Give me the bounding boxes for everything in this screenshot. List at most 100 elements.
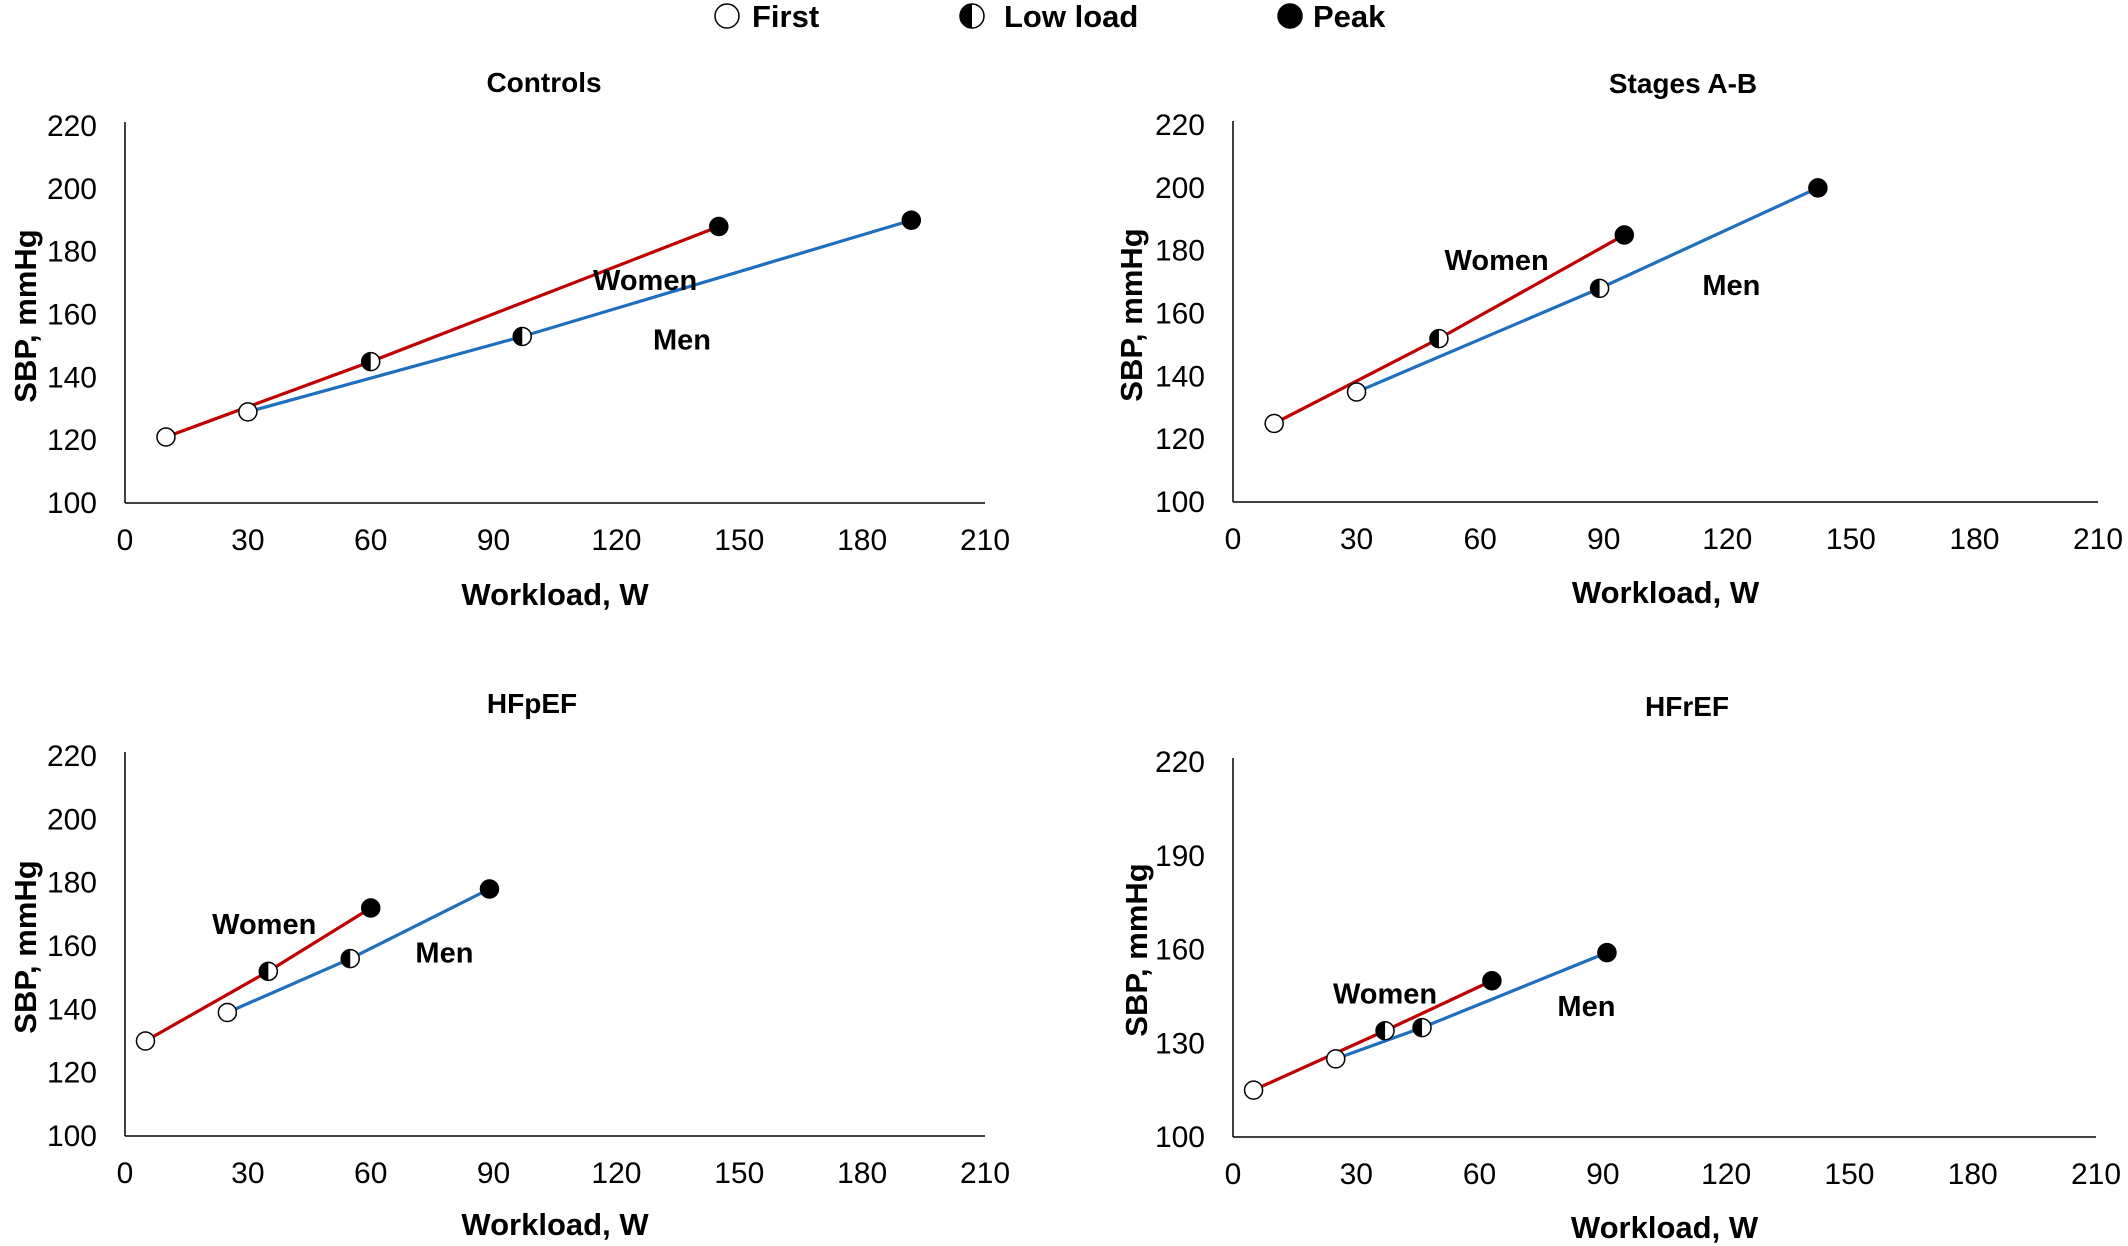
y-tick-label: 220: [47, 110, 97, 143]
data-point-women-3: [1614, 225, 1635, 245]
series-label-men: Men: [653, 325, 711, 357]
y-tick-label: 220: [47, 740, 97, 773]
panel-hfref: HFrEF 100 130 160 190 220 0 30 60 90 120 150 180 210 W…: [1119, 691, 2121, 1245]
legend-label-peak: Peak: [1313, 0, 1386, 34]
legend-marker-low-load: [959, 3, 985, 29]
panel-hfpef: HFpEF 100 120 140 160 180 200 220 0 30 60 90 120 150 1…: [8, 688, 1010, 1242]
y-tick-label: 140: [47, 361, 97, 394]
x-tick-label: 60: [354, 524, 387, 557]
x-tick-label: 0: [117, 524, 134, 557]
data-point-men-2: [340, 948, 360, 969]
data-point-men-1: [1346, 382, 1367, 402]
x-axis-label: Workload, W: [461, 1207, 649, 1242]
series-label-men: Men: [1557, 991, 1615, 1023]
x-tick-label: 90: [477, 524, 510, 557]
data-point-men-3: [901, 210, 922, 230]
y-tick-label: 140: [47, 993, 97, 1026]
series-line-men: [247, 218, 912, 414]
y-axis-label: SBP, mmHg: [1119, 863, 1154, 1036]
x-tick-label: 180: [1948, 1158, 1998, 1191]
y-tick-label: 180: [1155, 235, 1205, 268]
chart-panels: Controls 100 120 140 160 180 200 220 0 30 60 90 120 1…: [8, 67, 2123, 1245]
x-axis-label: Workload, W: [1571, 1210, 1759, 1245]
data-point-women-1: [1243, 1080, 1264, 1100]
y-axis-label: SBP, mmHg: [8, 229, 43, 402]
series-label-women: Women: [212, 909, 316, 941]
y-tick-label: 220: [1155, 746, 1205, 779]
x-tick-label: 30: [1340, 523, 1373, 556]
data-point-men-1: [1325, 1049, 1346, 1069]
series-label-women: Women: [593, 265, 697, 297]
y-tick-label: 190: [1155, 840, 1205, 873]
x-tick-label: 0: [1225, 1158, 1242, 1191]
y-tick-label: 180: [47, 867, 97, 900]
y-tick-label: 160: [1155, 934, 1205, 967]
y-axis-label: SBP, mmHg: [1114, 228, 1149, 401]
data-point-women-2: [1429, 328, 1449, 349]
y-tick-label: 200: [1155, 172, 1205, 205]
y-tick-label: 120: [47, 424, 97, 457]
data-point-women-1: [135, 1031, 156, 1051]
x-tick-label: 120: [591, 524, 641, 557]
legend-marker-peak: [1277, 3, 1303, 29]
x-tick-label: 210: [960, 1157, 1010, 1190]
x-tick-label: 150: [1826, 523, 1876, 556]
y-tick-label: 160: [47, 930, 97, 963]
panel-title: HFrEF: [1645, 691, 1729, 722]
x-axis-label: Workload, W: [461, 577, 649, 612]
data-point-men-3: [1808, 178, 1828, 198]
x-axis-label: Workload, W: [1572, 575, 1760, 610]
y-tick-label: 160: [47, 299, 97, 332]
y-tick-label: 100: [47, 487, 97, 520]
x-tick-label: 120: [1701, 1158, 1751, 1191]
series-label-women: Women: [1445, 245, 1549, 277]
x-tick-label: 90: [477, 1157, 510, 1190]
y-tick-label: 120: [1155, 423, 1205, 456]
data-point-men-3: [479, 879, 500, 899]
panel-title: Stages A-B: [1609, 68, 1757, 99]
data-point-women-2: [1375, 1021, 1395, 1041]
x-tick-label: 60: [354, 1157, 387, 1190]
data-point-women-3: [360, 898, 381, 918]
data-point-women-2: [258, 961, 279, 982]
legend-label-first: First: [752, 0, 819, 34]
y-tick-label: 180: [47, 236, 97, 269]
x-tick-label: 180: [837, 524, 887, 557]
data-point-men-2: [1412, 1017, 1432, 1038]
series-label-men: Men: [1702, 270, 1760, 302]
data-point-women-1: [1264, 413, 1284, 434]
x-tick-label: 120: [591, 1157, 641, 1190]
y-tick-label: 200: [47, 173, 97, 206]
y-tick-label: 130: [1155, 1027, 1205, 1060]
x-tick-label: 30: [1340, 1158, 1373, 1191]
y-tick-label: 220: [1155, 109, 1205, 142]
x-tick-label: 180: [1949, 523, 1999, 556]
data-point-men-2: [512, 326, 532, 347]
x-tick-label: 90: [1587, 523, 1620, 556]
x-tick-label: 120: [1702, 523, 1752, 556]
y-tick-label: 100: [1155, 486, 1205, 519]
panel-title: HFpEF: [487, 688, 577, 719]
data-point-women-2: [360, 351, 381, 372]
data-point-men-2: [1589, 278, 1610, 299]
data-point-men-1: [217, 1002, 238, 1023]
panel-controls: Controls 100 120 140 160 180 200 220 0 30 60 90 120 1…: [8, 67, 1010, 612]
legend-label-low-load: Low load: [1004, 0, 1138, 34]
data-point-men-3: [1597, 942, 1617, 963]
x-tick-label: 150: [714, 1157, 764, 1190]
x-tick-label: 210: [2073, 523, 2123, 556]
data-point-women-3: [709, 216, 729, 237]
x-tick-label: 30: [231, 524, 264, 557]
y-tick-label: 160: [1155, 298, 1205, 331]
y-tick-label: 120: [47, 1057, 97, 1090]
x-tick-label: 210: [2071, 1158, 2121, 1191]
series-label-men: Men: [415, 937, 473, 969]
data-point-men-1: [238, 402, 258, 422]
legend-marker-first: [714, 3, 740, 29]
y-tick-label: 200: [47, 803, 97, 836]
y-tick-label: 100: [47, 1120, 97, 1153]
x-tick-label: 0: [117, 1157, 134, 1190]
data-point-women-1: [156, 427, 176, 447]
x-tick-label: 60: [1463, 523, 1496, 556]
y-tick-label: 140: [1155, 360, 1205, 393]
